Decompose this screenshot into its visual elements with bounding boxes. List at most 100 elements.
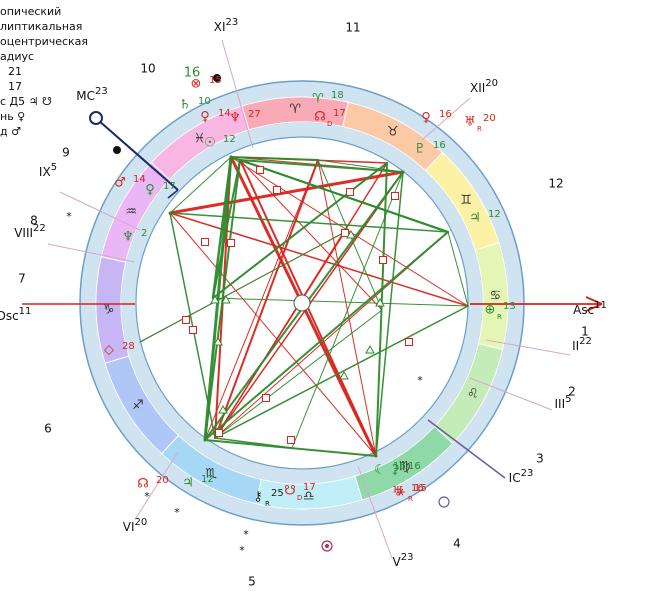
house-number: 4 [453, 537, 461, 551]
planet-marker: ☾ 16 [374, 461, 406, 478]
planet-degree: 25 [271, 488, 284, 499]
aspect-line [169, 212, 449, 233]
zodiac-aries-icon: ♈ [289, 102, 301, 117]
house-cusp-line [357, 465, 393, 559]
planet-marker: ◇ 28 [104, 341, 135, 358]
zodiac-sector-pisces [150, 105, 250, 181]
house-cusp-line [59, 191, 141, 231]
aspect-square-marker [287, 436, 295, 444]
planet-degree: 17 [303, 482, 316, 493]
aspect-line [214, 231, 346, 439]
aspect-line [212, 162, 388, 299]
cusp-degree: 22 [579, 336, 592, 347]
xi-dot-marker [213, 74, 221, 82]
planet-glyph: ♅ [392, 485, 404, 500]
aspect-line [230, 156, 469, 307]
aspect-line [317, 159, 404, 173]
aspect-line [204, 231, 449, 441]
planet-degree: 16 [439, 109, 452, 120]
house-number: 10 [140, 62, 155, 76]
planet-glyph: ☾ [374, 463, 386, 478]
legend-line: оцентрическая [0, 35, 89, 48]
aspect-line [291, 171, 404, 449]
zodiac-sector-virgo [354, 425, 454, 501]
planet-degree: 15 [209, 75, 222, 86]
house-number: 5 [248, 575, 256, 589]
zodiac-cancer-icon: ♋ [490, 289, 502, 304]
aspect-square-marker [346, 188, 354, 196]
planet-degree: 17 [333, 108, 346, 119]
zodiac-sector-leo [433, 343, 504, 445]
cusp-label: IC23 [509, 468, 534, 485]
planet-glyph: ♄ [179, 98, 191, 113]
legend: опический липтикальная оцентрическая ади… [0, 4, 88, 139]
aspect-line [239, 159, 404, 173]
zodiac-capricorn-icon: ♑ [103, 302, 115, 317]
legend-line: липтикальная [0, 20, 83, 33]
aspect-square-marker [341, 229, 349, 237]
planet-glyph: ⚳ [390, 463, 400, 478]
planet-glyph: ⊗ [191, 77, 202, 92]
planet-glyph: ♇ [414, 142, 426, 157]
star-marker-icon: * [144, 490, 150, 503]
zodiac-taurus-icon: ♉ [387, 125, 399, 140]
house-cusp-line [485, 339, 571, 356]
zodiac-sector-cancer [474, 242, 509, 350]
zodiac-sector-sagittarius [104, 355, 180, 455]
legend-line: нь ♀ [0, 110, 26, 123]
aspect-square-marker [227, 239, 235, 247]
planet-marker: ☋ 17D [284, 482, 316, 502]
aspect-lines [139, 155, 469, 458]
star-marker-icon: * [417, 374, 423, 387]
zodiac-gemini-icon: ♊ [460, 193, 472, 208]
zodiac-scorpio-icon: ♏ [205, 466, 217, 481]
planet-degree: 28 [122, 341, 135, 352]
star-marker-icon: * [174, 506, 180, 519]
aspect-line [375, 171, 404, 457]
legend-line: д ♂ [0, 125, 21, 138]
planet-degree: 15 [414, 483, 427, 494]
house-cusp-line [47, 243, 136, 263]
legend-line: 21 [8, 65, 22, 78]
planet-glyph: ⊕ [485, 303, 496, 318]
planet-marker: ♃ 12 [469, 209, 501, 226]
mc-circle-icon [89, 111, 103, 125]
aspect-line [169, 156, 232, 214]
zodiac-sagittarius-icon: ♐ [132, 398, 144, 413]
aspect-line [139, 231, 346, 343]
cusp-degree: 23 [401, 552, 414, 563]
planet-marker: ♀ 14 [200, 108, 231, 125]
aspect-triangle-marker [210, 294, 220, 304]
aspect-line [169, 212, 377, 457]
aspect-line [214, 305, 469, 439]
planet-marker: ♇ 16 [414, 140, 446, 157]
zodiac-aquarius-icon: ♒ [125, 205, 137, 220]
planet-marker: ♆ 27 [229, 109, 261, 126]
planet-glyph: ♆ [122, 230, 134, 245]
planet-degree: 17 [163, 181, 176, 192]
planet-glyph: ☉ [204, 136, 216, 151]
legend-line: 17 [8, 80, 22, 93]
cusp-label: Dsc11 [0, 306, 31, 323]
cusp-label: IX5 [39, 162, 57, 179]
planet-glyph: ♂ [114, 176, 126, 191]
cusp-degree: 23 [521, 468, 534, 479]
cusp-degree: 20 [485, 78, 498, 89]
planet-degree: 16 [393, 461, 406, 472]
planet-marker: ♅ 20R [464, 113, 496, 133]
star-marker-icon: * [66, 210, 72, 223]
planet-retrograde: D [297, 494, 302, 502]
aspect-triangle-marker [213, 336, 223, 346]
aspect-line [239, 159, 383, 311]
planet-glyphs: ⊕ 13R⚳ 16♅ 16☊ 20 ♃ 12♈ 18♀ 16☊ 17D♆ 27♀ 14♄ 10⊗ 1516… [104, 66, 516, 509]
planet-glyph: ☊ [314, 110, 326, 125]
planet-degree: 20 [156, 475, 169, 486]
aspect-triangle-marker [218, 404, 228, 414]
house-number: 11 [345, 21, 360, 35]
aspect-line [169, 212, 216, 439]
planet-degree: 2 [141, 228, 147, 239]
planet-retrograde: R [265, 500, 270, 508]
house-cusp-line [469, 377, 553, 411]
planet-marker: ⚳ 16 [390, 461, 421, 478]
aspect-square-marker [379, 256, 387, 264]
